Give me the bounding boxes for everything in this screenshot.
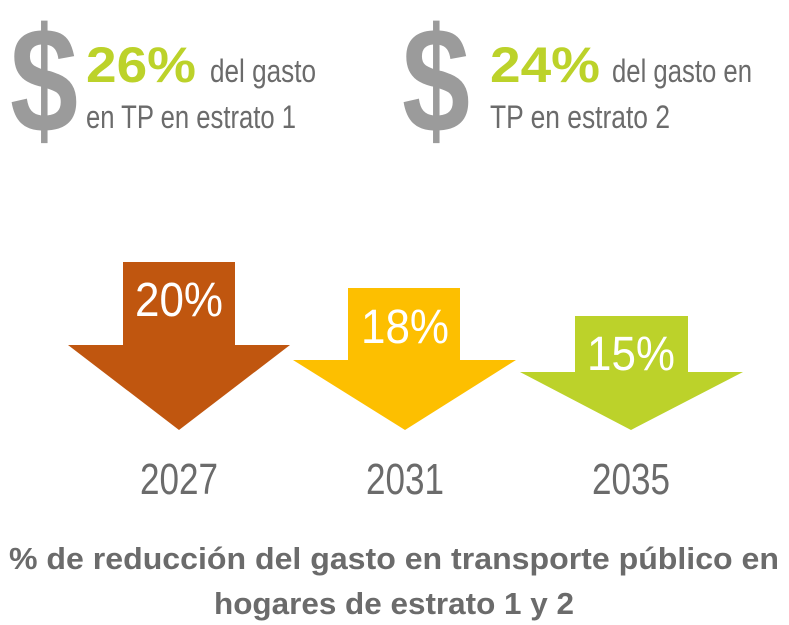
stat-text: del gasto en [612, 53, 752, 89]
stat-text: TP en estrato 2 [490, 99, 670, 135]
arrow-label: 18% [361, 301, 449, 354]
dollar-icon: $ [402, 0, 470, 164]
arrow [293, 288, 516, 430]
arrow-label: 20% [135, 274, 223, 327]
arrow [68, 262, 290, 430]
arrow-label: 15% [587, 328, 675, 381]
stat-text: del gasto [210, 53, 316, 89]
year-label: 2035 [592, 455, 670, 504]
caption: % de reducción del gasto en transporte p… [9, 541, 779, 576]
stat-text: en TP en estrato 1 [86, 99, 296, 135]
caption: hogares de estrato 1 y 2 [214, 586, 574, 621]
year-label: 2031 [366, 455, 444, 504]
arrow [520, 316, 743, 430]
dollar-icon: $ [10, 0, 78, 164]
stat-value: 24% [490, 37, 600, 93]
year-label: 2027 [140, 455, 218, 504]
stat-value: 26% [86, 37, 196, 93]
